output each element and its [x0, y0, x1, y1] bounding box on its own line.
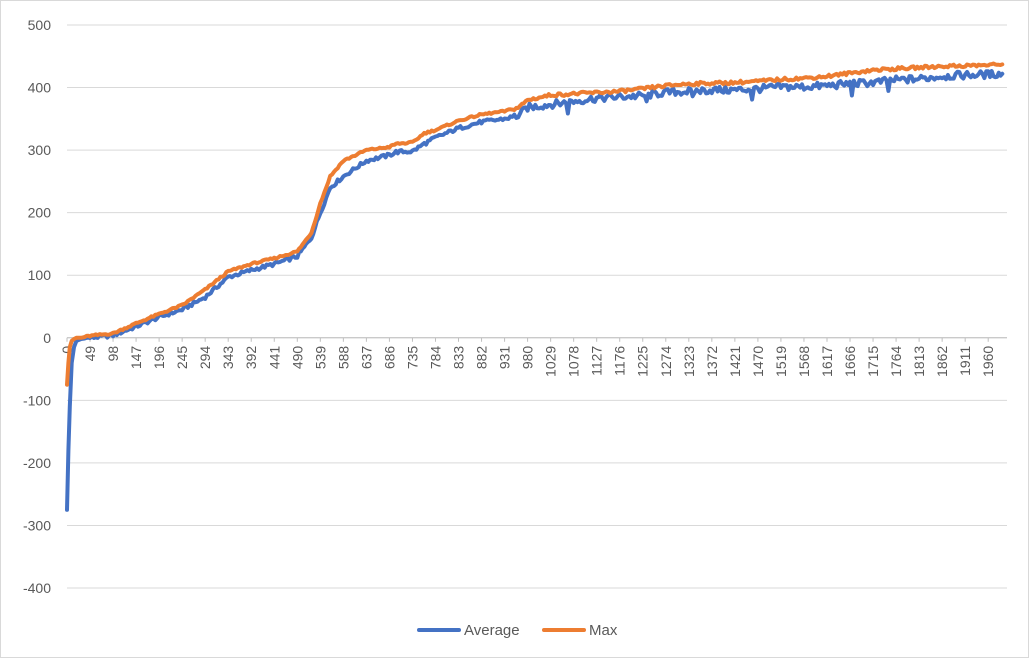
y-tick-label: -200 [23, 455, 51, 471]
x-tick-label: 1176 [612, 346, 628, 376]
x-tick-label: 1078 [566, 346, 582, 377]
x-tick-label: 1813 [911, 346, 927, 377]
x-tick-label: 1225 [635, 346, 651, 377]
x-tick-label: 833 [451, 346, 467, 370]
x-tick-label: 784 [427, 346, 443, 370]
x-tick-label: 1862 [934, 346, 950, 377]
y-tick-label: 200 [28, 205, 52, 221]
x-tick-label: 882 [474, 346, 490, 370]
x-tick-label: 1715 [865, 346, 881, 377]
x-tick-label: 0 [59, 346, 75, 354]
x-tick-label: 980 [520, 346, 536, 370]
x-tick-label: 196 [151, 346, 167, 370]
x-tick-label: 1666 [842, 346, 858, 377]
x-tick-label: 931 [497, 346, 513, 370]
legend-label-max: Max [589, 622, 618, 639]
x-tick-label: 343 [220, 346, 236, 370]
x-tick-label: 441 [266, 346, 282, 370]
x-tick-label: 637 [358, 346, 374, 370]
legend-label-average: Average [464, 622, 520, 639]
x-tick-label: 49 [82, 346, 98, 362]
y-tick-label: -400 [23, 580, 51, 596]
x-tick-label: 1764 [888, 346, 904, 377]
series-lines [65, 61, 1005, 512]
x-tick-label: 1911 [957, 346, 973, 376]
x-tick-label: 147 [128, 346, 144, 370]
y-axis-tick-labels: 500 400 300 200 100 0 -100 -200 -300 -400 [23, 17, 51, 596]
x-tick-label: 588 [335, 346, 351, 370]
x-tick-label: 1274 [658, 346, 674, 377]
x-tick-label: 1323 [681, 346, 697, 377]
legend: Average Max [417, 622, 618, 639]
series-line-max [65, 61, 1005, 387]
x-tick-label: 98 [105, 346, 121, 362]
x-tick-label: 686 [381, 346, 397, 370]
x-tick-label: 539 [312, 346, 328, 370]
x-tick-label: 735 [404, 346, 420, 370]
x-tick-label: 1029 [543, 346, 559, 377]
y-tick-label: -100 [23, 392, 51, 408]
gridlines [67, 24, 1007, 589]
x-tick-label: 1421 [727, 346, 743, 377]
x-tick-label: 1519 [773, 346, 789, 377]
y-tick-label: 0 [43, 330, 51, 346]
x-tick-label: 490 [289, 346, 305, 370]
x-tick-label: 1372 [704, 346, 720, 377]
x-tick-label: 1127 [589, 346, 605, 376]
y-tick-label: 300 [28, 142, 52, 158]
x-tick-label: 1617 [819, 346, 835, 377]
x-tick-label: 294 [197, 346, 213, 370]
x-tick-label: 1568 [796, 346, 812, 377]
x-tick-label: 245 [174, 346, 190, 370]
y-tick-label: 500 [28, 17, 52, 33]
y-tick-label: 400 [28, 80, 52, 96]
y-tick-label: 100 [28, 267, 52, 283]
y-tick-label: -300 [23, 517, 51, 533]
x-axis-tick-labels: 0 49 98 147 196 245 294 343 392 441 490 539 588 637 68… [59, 337, 996, 377]
x-tick-label: 1470 [750, 346, 766, 377]
series-line-average [65, 69, 1005, 512]
x-tick-label: 1960 [980, 346, 996, 377]
x-tick-label: 392 [243, 346, 259, 370]
